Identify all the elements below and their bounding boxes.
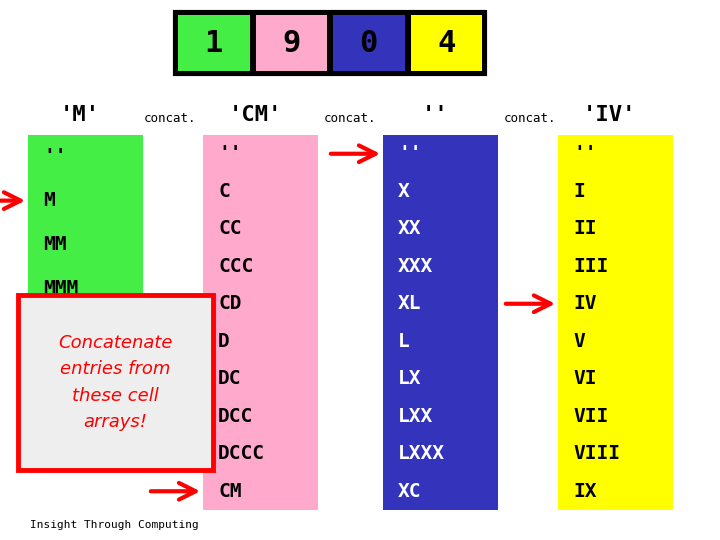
Text: MM: MM [43, 235, 66, 254]
Text: III: III [573, 256, 608, 276]
Text: 'CM': 'CM' [228, 105, 282, 125]
Text: VII: VII [573, 407, 608, 426]
Text: CCC: CCC [218, 256, 253, 276]
Text: 9: 9 [282, 29, 300, 57]
Text: X: X [398, 182, 410, 201]
Bar [203, 135, 318, 510]
Text: D: D [218, 332, 230, 351]
Text: concat.: concat. [324, 112, 377, 125]
Text: 1: 1 [204, 29, 223, 57]
Bar [28, 135, 143, 310]
Text: XC: XC [398, 482, 421, 501]
Text: LXXX: LXXX [398, 444, 445, 463]
Text: '': '' [422, 105, 449, 125]
Text: CM: CM [218, 482, 241, 501]
Bar [410, 15, 482, 71]
Bar [383, 135, 498, 510]
Bar [558, 135, 673, 510]
Text: L: L [398, 332, 410, 351]
Text: DCCC: DCCC [218, 444, 265, 463]
Text: MMM: MMM [43, 279, 78, 298]
Text: VIII: VIII [573, 444, 620, 463]
Text: CD: CD [218, 294, 241, 313]
Text: V: V [573, 332, 585, 351]
Text: C: C [218, 182, 230, 201]
Text: XXX: XXX [398, 256, 433, 276]
Text: DCC: DCC [218, 407, 253, 426]
Bar [333, 15, 405, 71]
Text: Concatenate
entries from
these cell
arrays!: Concatenate entries from these cell arra… [58, 334, 173, 431]
Text: M: M [43, 191, 55, 210]
Text: II: II [573, 219, 596, 238]
Text: XX: XX [398, 219, 421, 238]
Text: 4: 4 [437, 29, 456, 57]
Text: '': '' [218, 144, 241, 163]
Text: IX: IX [573, 482, 596, 501]
Text: IV: IV [573, 294, 596, 313]
Text: 'IV': 'IV' [583, 105, 636, 125]
Text: DC: DC [218, 369, 241, 388]
Bar [256, 15, 327, 71]
Text: 0: 0 [359, 29, 378, 57]
Text: XL: XL [398, 294, 421, 313]
Text: 'M': 'M' [60, 105, 100, 125]
Bar [178, 15, 250, 71]
Text: concat.: concat. [504, 112, 557, 125]
Text: VI: VI [573, 369, 596, 388]
Text: LXX: LXX [398, 407, 433, 426]
Text: LX: LX [398, 369, 421, 388]
Text: '': '' [43, 147, 66, 166]
Bar [175, 12, 485, 74]
Text: Insight Through Computing: Insight Through Computing [30, 520, 199, 530]
Text: '': '' [398, 144, 421, 163]
Text: CC: CC [218, 219, 241, 238]
Text: I: I [573, 182, 585, 201]
Text: concat.: concat. [144, 112, 197, 125]
FancyBboxPatch shape [18, 295, 213, 470]
Text: '': '' [573, 144, 596, 163]
